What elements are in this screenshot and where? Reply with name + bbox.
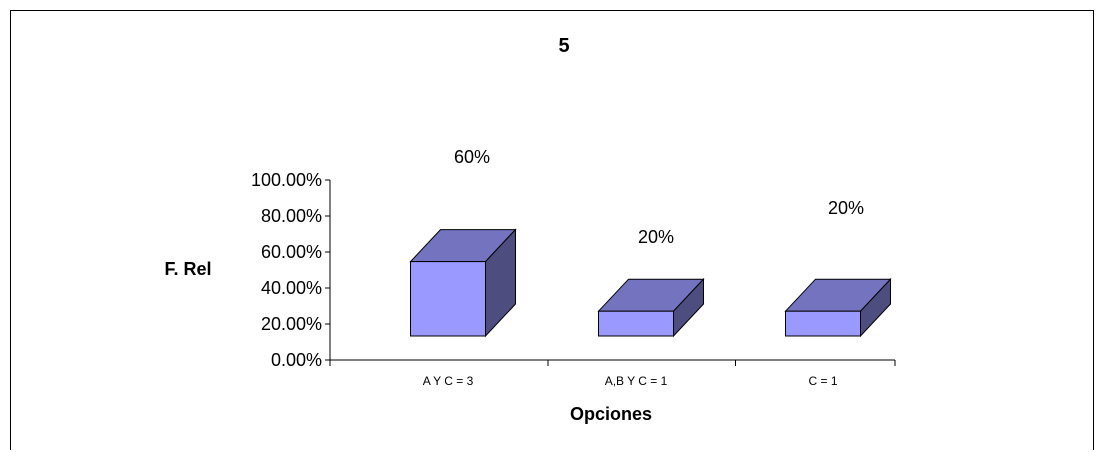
bar [597,277,705,338]
chart-title: 5 [558,35,569,57]
y-tick-label: 60.00% [261,242,322,262]
labels: A Y C = 3 A,B Y C = 1 C = 1 60% 20% 20% [423,147,864,388]
bar-front-face [410,261,486,337]
y-tick-label: 0.00% [271,350,322,370]
y-tick-label: 20.00% [261,314,322,334]
x-axis-title: Opciones [570,404,652,424]
bar-front-face [598,310,674,337]
bar [409,228,517,338]
data-label: 20% [828,198,864,218]
bar [784,277,892,338]
axes [329,180,896,366]
y-ticks: 0.00% 20.00% 40.00% 60.00% 80.00% 100.00% [251,170,330,370]
y-tick-label: 40.00% [261,278,322,298]
data-label: 60% [454,147,490,167]
data-label: 20% [638,227,674,247]
chart-frame [10,10,1094,450]
y-axis-title: F. Rel [164,259,211,279]
x-tick-label: C = 1 [808,374,837,388]
bar-front-face [785,310,861,337]
x-tick-label: A Y C = 3 [423,374,474,388]
y-tick-label: 80.00% [261,206,322,226]
x-tick-label: A,B Y C = 1 [605,374,668,388]
bars [409,228,892,338]
y-tick-label: 100.00% [251,170,322,190]
